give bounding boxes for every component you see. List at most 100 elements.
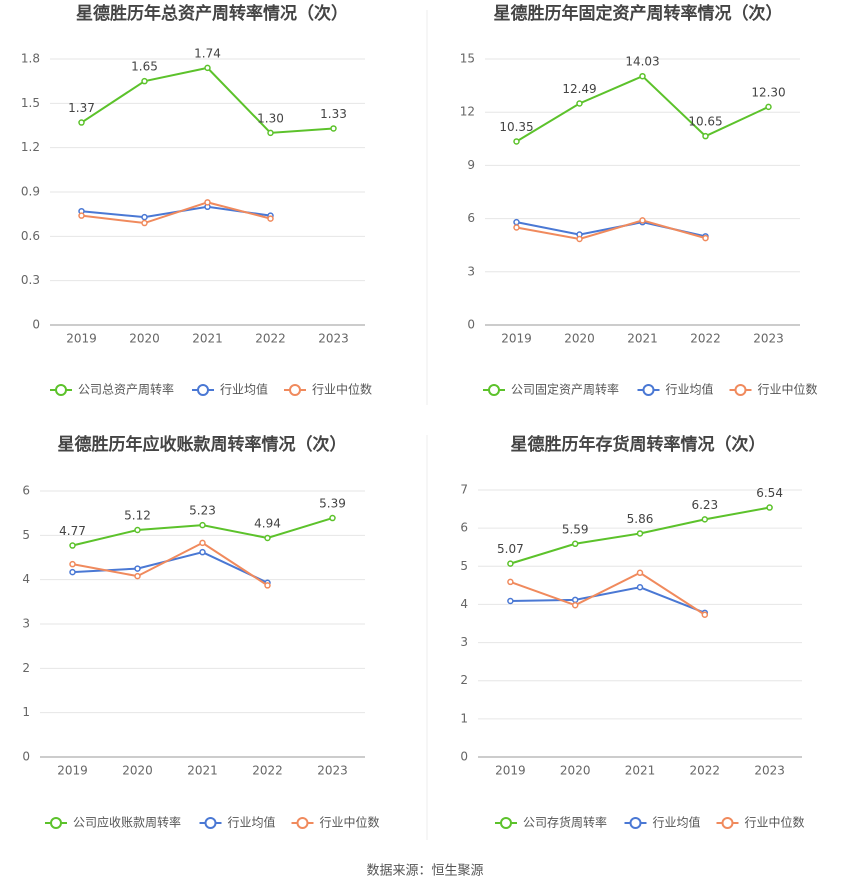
point <box>141 77 148 85</box>
legend-marker <box>289 384 301 396</box>
legend-label: 公司应收账款周转率 <box>73 815 181 830</box>
point <box>513 224 520 231</box>
point <box>264 582 271 589</box>
y-tick-label: 1 <box>22 705 30 719</box>
series-line <box>510 586 706 614</box>
chart-title: 星德胜历年固定资产周转率情况（次） <box>494 3 783 24</box>
x-tick-label: 2019 <box>495 764 526 778</box>
legend-label: 公司存货周转率 <box>523 815 607 830</box>
y-tick-label: 0.6 <box>21 229 40 243</box>
data-label: 1.33 <box>320 107 347 121</box>
x-tick-label: 2020 <box>564 332 595 346</box>
legend-label: 公司固定资产周转率 <box>511 382 619 397</box>
point <box>199 539 206 547</box>
data-label: 5.86 <box>627 512 654 526</box>
point <box>69 560 76 568</box>
y-tick-label: 9 <box>467 158 475 172</box>
x-tick-label: 2023 <box>318 332 349 346</box>
chart-title: 星德胜历年总资产周转率情况（次） <box>76 3 348 24</box>
legend-label: 行业均值 <box>220 382 268 397</box>
series-line <box>72 551 268 584</box>
point <box>267 129 274 137</box>
legend-marker <box>55 384 67 396</box>
legend-marker <box>50 817 62 829</box>
y-tick-label: 6 <box>22 484 30 498</box>
point <box>639 72 646 80</box>
point <box>576 235 583 243</box>
legend-label: 公司总资产周转率 <box>78 382 174 397</box>
x-tick-label: 2019 <box>501 332 532 346</box>
data-label: 12.30 <box>751 85 785 99</box>
data-label: 6.54 <box>756 486 783 500</box>
x-tick-label: 2019 <box>66 332 97 346</box>
x-tick-label: 2019 <box>57 764 88 778</box>
series-line <box>510 571 706 616</box>
legend-marker <box>488 384 500 396</box>
source: 数据来源：恒生聚源 <box>366 864 483 879</box>
point <box>507 597 514 605</box>
point <box>267 215 274 222</box>
x-tick-label: 2020 <box>560 764 591 778</box>
y-tick-label: 2 <box>460 673 468 687</box>
data-label: 5.12 <box>124 509 151 523</box>
y-tick-label: 0 <box>467 318 475 332</box>
chart-title: 星德胜历年存货周转率情况（次） <box>511 434 766 455</box>
point <box>636 530 644 537</box>
series-line <box>515 75 769 143</box>
point <box>701 611 709 618</box>
point <box>765 103 772 111</box>
chart-title: 星德胜历年应收账款周转率情况（次） <box>58 434 347 455</box>
point <box>571 596 579 604</box>
point <box>639 217 646 224</box>
x-tick-label: 2023 <box>317 764 348 778</box>
legend-marker <box>500 817 512 829</box>
point <box>701 516 709 523</box>
legend-marker <box>204 817 217 829</box>
point <box>199 521 206 529</box>
legend-marker <box>296 817 309 829</box>
data-label: 1.74 <box>194 46 221 60</box>
y-tick-label: 1.5 <box>21 96 40 110</box>
series-line <box>80 66 334 134</box>
point <box>199 548 206 556</box>
y-tick-label: 12 <box>460 105 475 119</box>
y-tick-label: 4 <box>22 572 30 586</box>
y-tick-label: 0.9 <box>21 185 40 199</box>
y-tick-label: 5 <box>460 559 468 573</box>
point <box>78 212 85 219</box>
x-tick-label: 2021 <box>625 764 656 778</box>
x-tick-label: 2020 <box>122 764 153 778</box>
data-label: 1.37 <box>68 101 95 115</box>
data-label: 10.65 <box>688 115 722 129</box>
x-tick-label: 2023 <box>753 332 784 346</box>
data-label: 10.35 <box>499 120 533 134</box>
y-tick-label: 3 <box>460 635 468 649</box>
point <box>141 219 148 227</box>
y-tick-label: 0 <box>460 750 468 764</box>
y-tick-label: 1 <box>460 711 468 725</box>
point <box>204 64 211 72</box>
data-label: 4.77 <box>59 524 86 538</box>
point <box>507 578 514 586</box>
point <box>141 213 148 221</box>
data-label: 1.65 <box>131 60 158 74</box>
legend-label: 行业中位数 <box>758 382 818 397</box>
series-line <box>81 201 271 225</box>
data-label: 5.59 <box>562 522 589 536</box>
point <box>329 514 336 522</box>
point <box>69 568 76 576</box>
legend-label: 行业中位数 <box>320 815 380 830</box>
series-line <box>72 541 269 587</box>
legend-label: 行业均值 <box>228 815 276 830</box>
x-tick-label: 2021 <box>627 332 658 346</box>
point <box>507 560 514 567</box>
legend-label: 行业中位数 <box>312 382 372 397</box>
point <box>134 526 141 534</box>
x-tick-label: 2022 <box>252 764 283 778</box>
point <box>134 572 141 580</box>
data-label: 4.94 <box>254 516 281 530</box>
data-label: 14.03 <box>625 55 659 69</box>
y-tick-label: 3 <box>467 264 475 278</box>
point <box>571 601 579 609</box>
